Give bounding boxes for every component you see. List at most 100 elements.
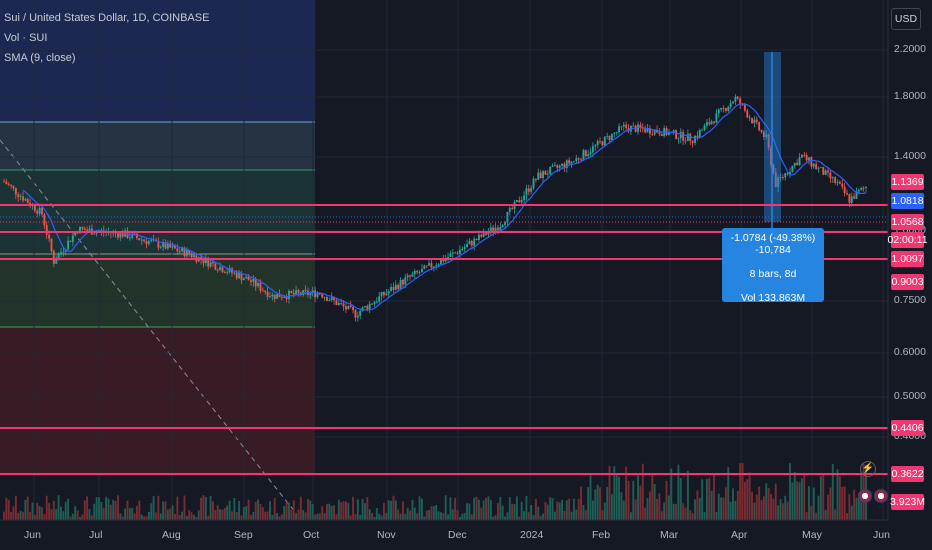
candle-body <box>727 106 730 111</box>
candle-body <box>169 243 172 248</box>
volume-bar <box>337 499 340 520</box>
time-tick: Jun <box>24 529 41 541</box>
candle-body <box>283 297 286 298</box>
volume-bar <box>724 487 727 520</box>
currency-button[interactable]: USD <box>891 8 921 30</box>
volume-bar <box>561 499 563 520</box>
candle-body <box>235 272 238 279</box>
candle-body <box>791 165 794 172</box>
candle-body <box>705 122 708 126</box>
candle-body <box>520 200 523 203</box>
candle-body <box>485 231 488 235</box>
candle-body <box>55 260 58 264</box>
candle-body <box>231 268 233 273</box>
volume-bar <box>299 496 302 520</box>
candle-body <box>174 245 176 249</box>
candle-body <box>793 162 796 166</box>
candle-body <box>549 166 552 174</box>
price-tag: 1.1369 <box>891 174 924 190</box>
volume-bar <box>798 482 801 520</box>
candle-body <box>675 130 677 139</box>
candle-body <box>292 292 295 295</box>
candle-body <box>119 232 122 238</box>
volume-bar <box>451 509 454 520</box>
volume-bar <box>233 497 236 520</box>
volume-bar <box>235 512 238 520</box>
candle-body <box>190 254 193 258</box>
candle-body <box>523 195 525 201</box>
volume-bar <box>83 500 86 520</box>
volume-bar <box>572 498 575 520</box>
lightning-icon[interactable]: ⚡ <box>860 461 876 477</box>
volume-bar <box>518 516 521 520</box>
volume-bar <box>188 510 191 520</box>
volume-legend[interactable]: Vol · SUI <box>4 32 48 44</box>
candle-body <box>12 186 15 189</box>
volume-bar <box>98 497 100 520</box>
volume-bar <box>691 513 694 520</box>
sma-line <box>22 103 867 311</box>
candle-body <box>321 294 324 298</box>
volume-bar <box>672 503 675 520</box>
volume-bar <box>100 502 103 520</box>
volume-bar <box>326 504 328 520</box>
volume-bar <box>209 496 212 520</box>
volume-bar <box>741 463 744 520</box>
candle-body <box>342 303 345 307</box>
candle-body <box>45 225 48 235</box>
candle-body <box>439 259 442 265</box>
fib-zone-grey <box>0 122 315 170</box>
volume-bar <box>644 507 647 520</box>
volume-bar <box>382 502 385 520</box>
candle-body <box>829 172 832 179</box>
measure-change: -1.0784 (-49.38%) -10,784 <box>730 232 816 256</box>
volume-bar <box>810 505 813 520</box>
flag-icon-us-2 <box>874 489 888 503</box>
candle-body <box>38 207 41 214</box>
time-tick: Mar <box>660 529 679 541</box>
volume-bar <box>259 504 262 520</box>
candle-body <box>644 128 647 133</box>
volume-bar <box>618 476 620 520</box>
candle-body <box>568 160 571 164</box>
candle-body <box>504 222 507 226</box>
volume-bar <box>171 505 174 520</box>
candle-body <box>404 277 407 285</box>
volume-bar <box>413 507 416 520</box>
volume-bar <box>838 476 841 520</box>
time-tick: Oct <box>303 529 320 541</box>
candle-body <box>819 167 822 168</box>
volume-bar <box>532 515 535 520</box>
sma-legend[interactable]: SMA (9, close) <box>4 52 76 64</box>
candle-body <box>765 134 768 138</box>
volume-bar <box>800 478 803 520</box>
volume-bar <box>774 483 777 520</box>
price-tag: 3.923M <box>889 494 926 510</box>
volume-bar <box>152 496 155 520</box>
volume-bar <box>328 503 331 520</box>
measure-tooltip: -1.0784 (-49.38%) -10,784 8 bars, 8d Vol… <box>722 228 824 304</box>
candle-body <box>136 233 138 239</box>
flag-icon-us <box>858 489 872 503</box>
trendline-dashed <box>0 139 296 513</box>
candle-body <box>637 124 639 132</box>
symbol-legend[interactable]: Sui / United States Dollar, 1D, COINBASE <box>4 12 210 24</box>
candle-body <box>50 238 53 252</box>
volume-bar <box>342 501 345 520</box>
candle-body <box>534 178 537 180</box>
candle-body <box>250 280 252 282</box>
volume-bar <box>660 511 663 520</box>
time-tick: 2024 <box>520 529 544 541</box>
volume-bar <box>743 481 746 520</box>
candle-body <box>326 297 328 301</box>
volume-bar <box>553 511 556 520</box>
volume-bar <box>212 501 214 520</box>
candle-body <box>449 253 452 257</box>
candle-body <box>185 250 188 257</box>
candle-body <box>739 98 742 105</box>
candle-body <box>226 272 229 273</box>
volume-bar <box>515 496 518 520</box>
volume-bar <box>556 501 559 520</box>
